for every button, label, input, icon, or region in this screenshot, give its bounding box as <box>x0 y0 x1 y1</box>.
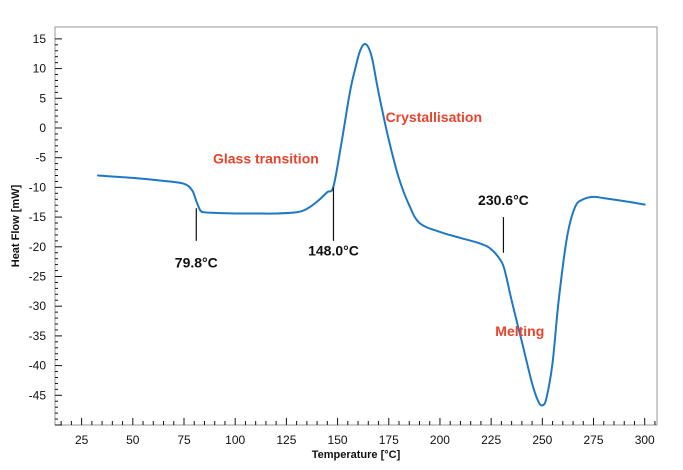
x-axis-title: Temperature [°C] <box>312 449 401 461</box>
region-label: Melting <box>495 323 544 339</box>
x-tick-label: 200 <box>430 433 450 447</box>
y-tick-label: -30 <box>29 299 47 313</box>
y-tick-label: 5 <box>39 91 46 105</box>
x-tick-label: 150 <box>328 433 348 447</box>
y-tick-label: 0 <box>39 121 46 135</box>
heat-flow-line <box>97 43 646 407</box>
y-tick-label: -35 <box>29 329 47 343</box>
annotations: 79.8°C 148.0°C 230.6°C <box>175 187 529 271</box>
y-tick-label: -45 <box>29 388 47 402</box>
y-tick-label: 15 <box>33 32 47 46</box>
x-tick-label: 275 <box>584 433 604 447</box>
y-tick-label: 10 <box>33 62 47 76</box>
x-tick-label: 175 <box>379 433 399 447</box>
x-tick-label: 75 <box>177 433 191 447</box>
annotation-label: 148.0°C <box>308 243 359 259</box>
y-axis: 15 10 5 0 -5 -10 -15 -20 -25 -30 -35 -40 -45 <box>29 32 62 426</box>
x-axis: 25 50 75 100 125 150 175 200 225 250 275 300 <box>60 418 656 447</box>
annotation-label: 79.8°C <box>175 255 218 271</box>
x-tick-label: 250 <box>532 433 552 447</box>
y-tick-label: -15 <box>29 210 47 224</box>
x-tick-label: 25 <box>75 433 89 447</box>
x-tick-label: 50 <box>126 433 140 447</box>
y-tick-label: -40 <box>29 359 47 373</box>
region-label: Glass transition <box>213 151 319 167</box>
y-tick-label: -10 <box>29 180 47 194</box>
x-tick-label: 225 <box>481 433 501 447</box>
y-tick-label: -5 <box>35 151 46 165</box>
region-labels: Glass transition Crystallisation Melting <box>213 109 544 339</box>
region-label: Crystallisation <box>386 109 482 125</box>
annotation-label: 230.6°C <box>478 192 529 208</box>
y-tick-label: -25 <box>29 269 47 283</box>
x-tick-label: 300 <box>635 433 655 447</box>
plot-frame <box>54 26 658 426</box>
x-tick-label: 125 <box>276 433 296 447</box>
x-tick-label: 100 <box>225 433 245 447</box>
y-tick-label: -20 <box>29 240 47 254</box>
y-axis-title: Heat Flow [mW] <box>10 184 22 267</box>
